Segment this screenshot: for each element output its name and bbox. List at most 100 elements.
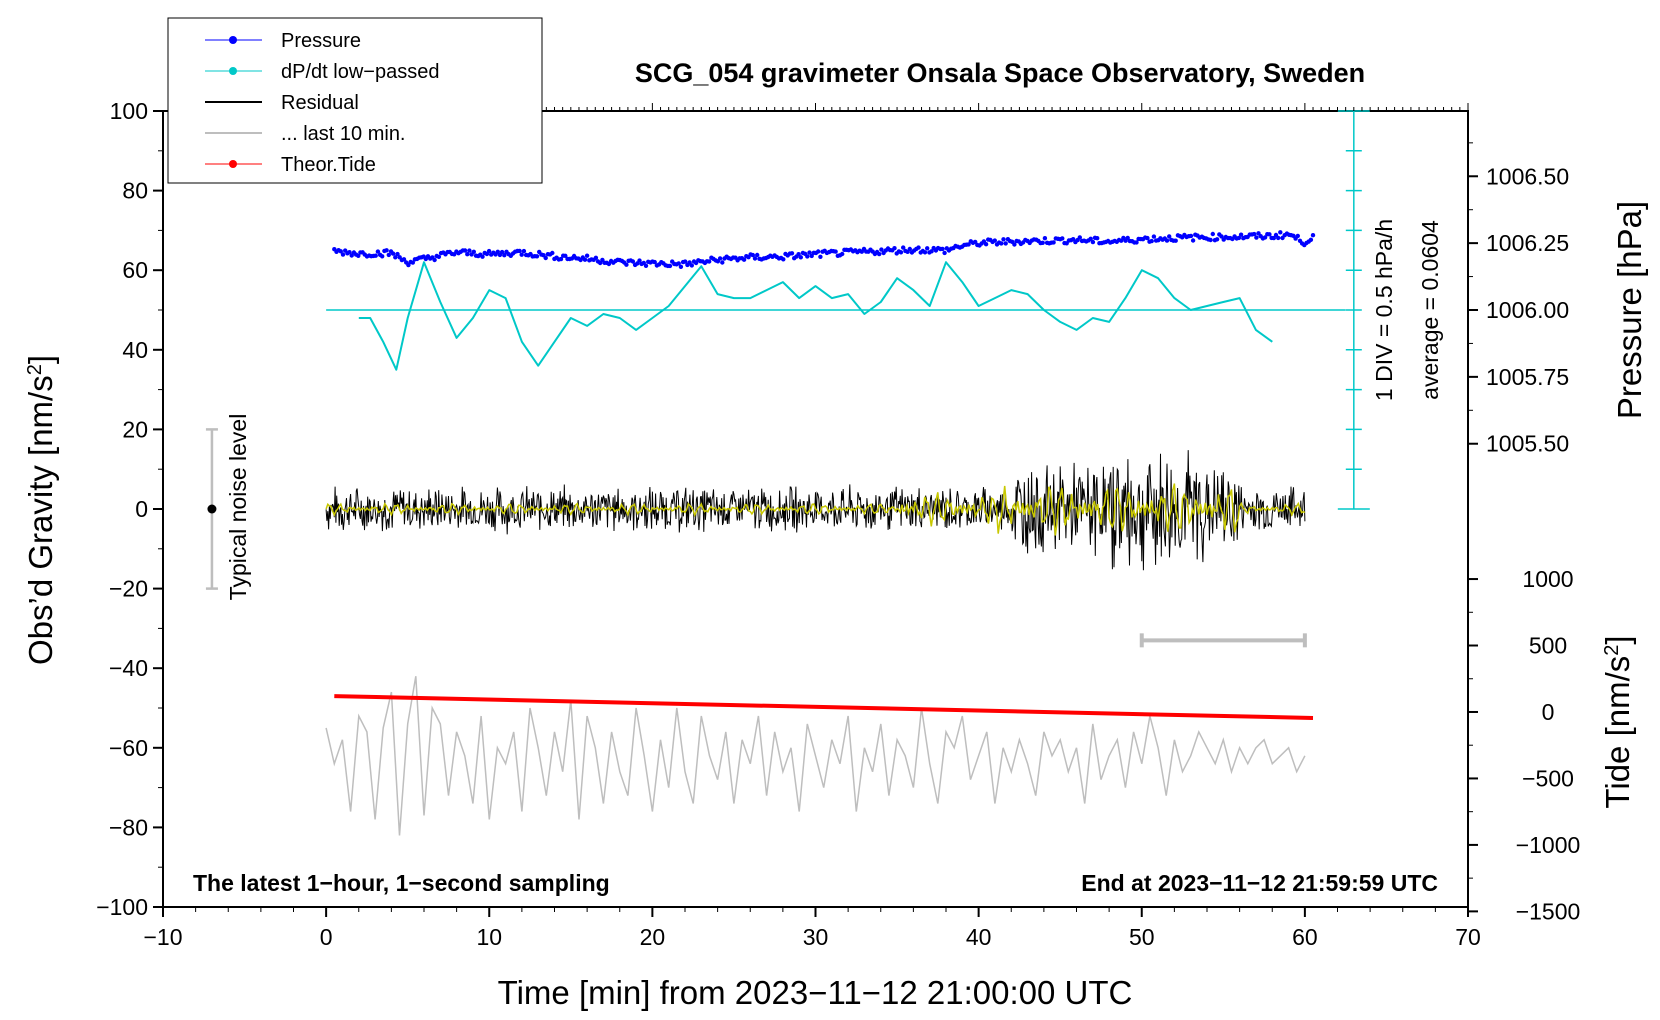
- pressure-tick-label: 1005.75: [1486, 364, 1569, 390]
- y-tick-label: 60: [122, 257, 148, 283]
- pressure-point: [1267, 232, 1272, 237]
- pressure-point: [582, 257, 588, 262]
- pressure-point: [1254, 235, 1259, 240]
- pressure-point: [1164, 238, 1170, 243]
- pressure-point: [752, 256, 758, 261]
- y-tick-label: 80: [122, 178, 148, 204]
- pressure-point: [410, 260, 415, 265]
- pressure-point: [584, 253, 590, 258]
- div-scale-label: 1 DIV = 0.5 hPa/h: [1371, 219, 1397, 401]
- pressure-point: [807, 250, 812, 255]
- tide-tick-label: −1000: [1516, 832, 1581, 858]
- pressure-point: [1001, 237, 1006, 242]
- pressure-point: [593, 255, 599, 260]
- pressure-point: [1012, 242, 1017, 247]
- pressure-point: [502, 253, 507, 258]
- chart-title: SCG_054 gravimeter Onsala Space Observat…: [635, 58, 1365, 88]
- y-tick-label: −60: [109, 735, 148, 761]
- pressure-point: [755, 252, 760, 258]
- pressure-point: [816, 249, 821, 254]
- legend-box: [167, 17, 543, 184]
- pressure-point: [499, 249, 505, 255]
- x-tick-label: 60: [1292, 924, 1318, 950]
- pressure-point: [630, 259, 636, 264]
- y-tick-label: −100: [96, 894, 148, 920]
- pressure-point: [406, 262, 411, 268]
- pressure-point: [929, 249, 934, 254]
- pressure-tick-label: 1006.25: [1486, 230, 1569, 256]
- pressure-point: [519, 252, 524, 257]
- pressure-point: [480, 254, 485, 259]
- noise-level-label: Typical noise level: [225, 414, 251, 601]
- pressure-point: [550, 250, 555, 256]
- pressure-point: [1077, 235, 1083, 240]
- pressure-point: [898, 250, 904, 255]
- pressure-point: [356, 253, 361, 258]
- pressure-point: [983, 242, 989, 247]
- pressure-point: [1125, 235, 1130, 241]
- tide-axis-title: Tide [nm/s2]: [1599, 635, 1636, 808]
- x-tick-label: 0: [320, 924, 333, 950]
- pressure-point: [781, 257, 786, 262]
- pressure-point: [436, 254, 442, 259]
- pressure-point: [1276, 235, 1281, 241]
- pressure-point: [1095, 236, 1100, 241]
- x-tick-label: 10: [476, 924, 502, 950]
- pressure-point: [375, 249, 381, 254]
- pressure-point: [1145, 235, 1150, 241]
- pressure-point: [624, 262, 629, 267]
- pressure-point: [818, 254, 823, 259]
- pressure-point: [1149, 238, 1154, 244]
- pressure-point: [380, 254, 385, 259]
- pressure-point: [907, 246, 912, 252]
- pressure-point: [384, 248, 389, 253]
- pressure-point: [390, 251, 396, 256]
- series-layer: [205, 110, 1370, 836]
- pressure-tick-label: 1005.50: [1486, 431, 1569, 457]
- pressure-point: [689, 263, 694, 268]
- x-tick-label: 40: [966, 924, 992, 950]
- pressure-point: [1208, 237, 1213, 243]
- y-tick-label: 100: [110, 98, 148, 124]
- pressure-point: [707, 259, 712, 264]
- dpdt-series-line: [358, 261, 1273, 371]
- pressure-point: [637, 258, 642, 263]
- pressure-point: [805, 254, 810, 259]
- y-tick-label: 40: [122, 337, 148, 363]
- pressure-tick-label: 1006.50: [1486, 163, 1569, 189]
- pressure-point: [652, 259, 657, 265]
- pressure-point: [1190, 238, 1196, 243]
- pressure-point: [720, 260, 725, 265]
- pressure-point: [534, 254, 540, 259]
- legend-marker: [229, 67, 237, 75]
- bottom-left-note: The latest 1−hour, 1−second sampling: [193, 870, 610, 896]
- pressure-point: [643, 263, 649, 268]
- axis-layer: −10 0 10 20 30 40 50 60 70100806040200−20−40−60−…: [96, 98, 1580, 950]
- pressure-point: [1310, 233, 1316, 238]
- pressure-point: [465, 252, 470, 257]
- pressure-point: [683, 259, 688, 264]
- legend-label: ... last 10 min.: [281, 123, 406, 145]
- pressure-point: [789, 251, 795, 256]
- y-axis-title-left: Obs’d Gravity [nm/s2]: [22, 355, 59, 665]
- pressure-point: [1060, 236, 1065, 241]
- pressure-point: [338, 249, 343, 254]
- pressure-point: [543, 255, 548, 261]
- pressure-point: [495, 249, 500, 254]
- pressure-point: [796, 252, 801, 257]
- pressure-point: [1236, 235, 1242, 241]
- pressure-point: [432, 257, 437, 263]
- pressure-point: [879, 247, 884, 252]
- pressure-point: [471, 249, 476, 254]
- pressure-point: [1271, 235, 1277, 241]
- pressure-point: [840, 251, 845, 257]
- pressure-point: [1042, 236, 1048, 241]
- y-tick-label: −20: [109, 576, 148, 602]
- pressure-point: [809, 253, 814, 259]
- legend-label: Residual: [281, 92, 359, 114]
- average-label: average = 0.0604: [1417, 220, 1443, 400]
- tide-tick-label: 1000: [1522, 566, 1573, 592]
- pressure-point: [798, 255, 803, 260]
- pressure-point: [1003, 241, 1008, 246]
- pressure-point: [401, 257, 407, 262]
